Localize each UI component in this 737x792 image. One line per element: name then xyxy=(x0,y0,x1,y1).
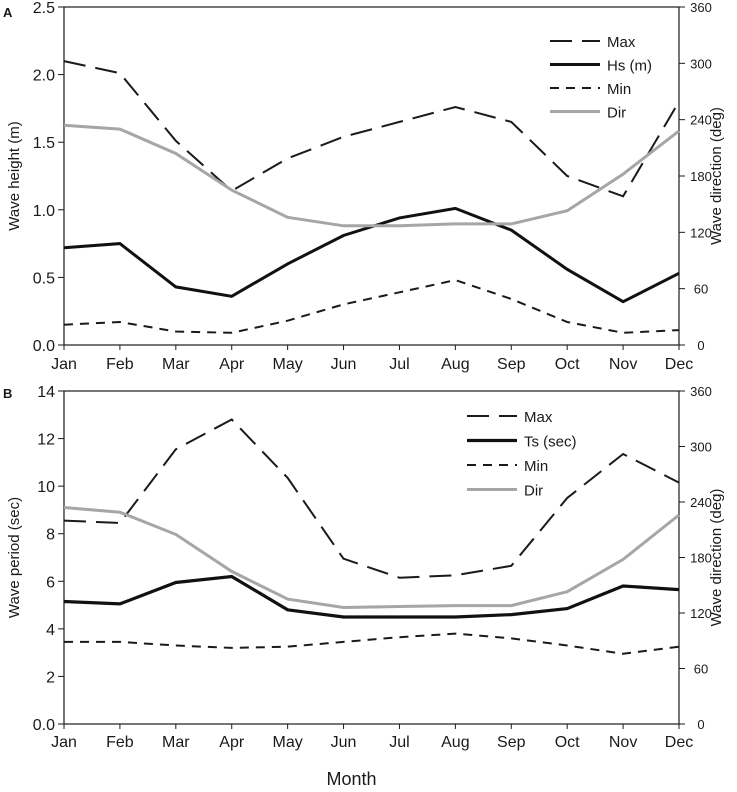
legend-label: Hs (m) xyxy=(607,58,652,75)
y-tick-label: 12 xyxy=(37,432,55,449)
y2-axis-title: Wave direction (deg) xyxy=(708,107,725,245)
x-tick-label: Aug xyxy=(441,356,469,373)
y-axis-title: Wave period (sec) xyxy=(6,497,23,618)
chart-panel-b: B 0.0 2 4 6 8 10 12 14 0 60 120 180 240 300 360 Jan Feb Ma… xyxy=(3,384,725,789)
legend-label: Dir xyxy=(607,105,626,122)
y-tick-label: 4 xyxy=(46,622,55,639)
x-tick-label: Oct xyxy=(555,734,580,751)
x-tick-label: Apr xyxy=(219,734,245,751)
y-axis-title: Wave height (m) xyxy=(6,121,23,230)
y2-tick-label: 240 xyxy=(690,113,712,128)
x-tick-label: Aug xyxy=(441,734,469,751)
x-tick-label: May xyxy=(273,734,303,751)
x-tick-label: Mar xyxy=(162,734,190,751)
plot-frame xyxy=(63,6,680,346)
y-tick-label: 6 xyxy=(46,574,55,591)
x-tick-label: Jun xyxy=(331,356,357,373)
x-tick-label: May xyxy=(273,356,303,373)
y2-axis-title: Wave direction (deg) xyxy=(708,489,725,627)
plot-frame xyxy=(63,390,680,725)
x-tick-label: Nov xyxy=(609,356,637,373)
panel-label: A xyxy=(3,5,13,20)
y2-tick-label: 60 xyxy=(694,662,708,677)
y2-tick-label: 120 xyxy=(690,606,712,621)
y-tick-label: 2.0 xyxy=(33,68,55,85)
series-line-min xyxy=(64,632,680,655)
y-tick-label: 1.0 xyxy=(33,203,55,220)
y-tick-label: 1.5 xyxy=(33,135,55,152)
y2-tick-label: 180 xyxy=(690,169,712,184)
y2-tick-label: 300 xyxy=(690,440,712,455)
y-tick-label: 14 xyxy=(37,384,55,401)
x-tick-label: Apr xyxy=(219,356,245,373)
x-tick-label: Mar xyxy=(162,356,190,373)
x-tick-label: Jul xyxy=(389,734,409,751)
y-tick-label: 2 xyxy=(46,669,55,686)
series-line-max xyxy=(63,418,680,579)
series-line-ts-sec xyxy=(63,574,680,619)
x-tick-label: Feb xyxy=(106,356,134,373)
legend-label: Max xyxy=(524,409,553,426)
y-tick-label: 2.5 xyxy=(33,0,55,17)
legend: Max Hs (m) Min Dir xyxy=(550,34,652,122)
y2-tick-label: 180 xyxy=(690,551,712,566)
x-tick-label: Jul xyxy=(389,356,409,373)
series-line-dir xyxy=(63,123,680,228)
y2-tick-label: 0 xyxy=(697,717,704,732)
y2-tick-label: 120 xyxy=(690,225,712,240)
y2-tick-label: 0 xyxy=(697,338,704,353)
y2-tick-label: 360 xyxy=(690,0,712,15)
legend-label: Dir xyxy=(524,483,543,500)
series-line-max xyxy=(63,60,680,198)
x-tick-label: Feb xyxy=(106,734,134,751)
y-tick-label: 0.0 xyxy=(33,338,55,355)
x-tick-label: Nov xyxy=(609,734,637,751)
legend-label: Max xyxy=(607,34,636,51)
legend-label: Min xyxy=(607,81,631,98)
series-line-hs-m xyxy=(63,206,680,304)
x-tick-label: Dec xyxy=(665,734,693,751)
x-tick-label: Jan xyxy=(51,734,77,751)
y2-tick-label: 360 xyxy=(690,384,712,399)
x-tick-label: Jan xyxy=(51,356,77,373)
x-axis-title: Month xyxy=(326,769,376,789)
x-tick-label: Dec xyxy=(665,356,693,373)
x-tick-label: Oct xyxy=(555,356,580,373)
x-tick-label: Sep xyxy=(497,356,526,373)
chart-panel-a: A 0.0 0.5 1.0 1.5 2.0 2.5 0 60 120 180 240 300 360 Jan… xyxy=(3,0,725,373)
x-tick-label: Jun xyxy=(331,734,357,751)
x-tick-label: Sep xyxy=(497,734,526,751)
y2-tick-label: 300 xyxy=(690,56,712,71)
y2-tick-label: 240 xyxy=(690,495,712,510)
legend-label: Min xyxy=(524,458,548,475)
y2-tick-label: 60 xyxy=(694,282,708,297)
y-tick-label: 0.0 xyxy=(33,717,55,734)
y-tick-label: 10 xyxy=(37,479,55,496)
legend-label: Ts (sec) xyxy=(524,434,577,451)
y-tick-label: 8 xyxy=(46,527,55,544)
series-line-dir xyxy=(63,506,680,610)
panel-label: B xyxy=(3,386,12,401)
series-line-min xyxy=(63,279,680,334)
y-tick-label: 0.5 xyxy=(33,270,55,287)
legend: Max Ts (sec) Min Dir xyxy=(467,409,577,500)
